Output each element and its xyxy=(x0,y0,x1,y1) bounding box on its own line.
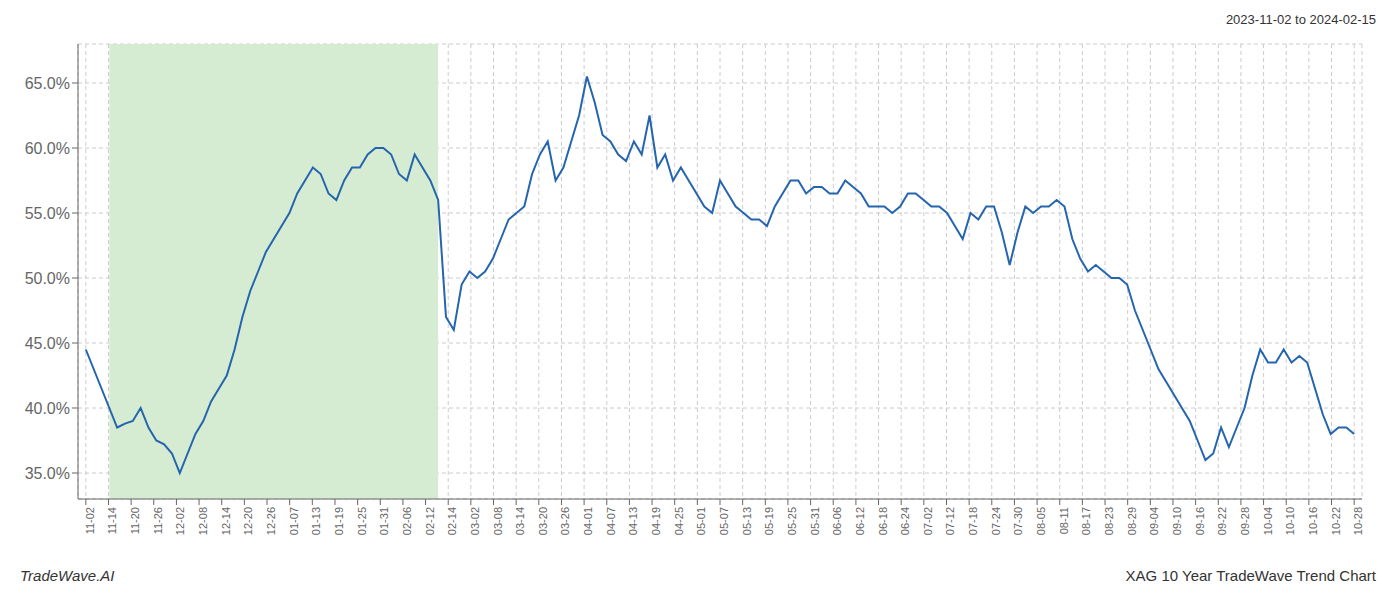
svg-text:04-01: 04-01 xyxy=(582,507,594,535)
svg-text:06-06: 06-06 xyxy=(831,507,843,535)
svg-text:02-14: 02-14 xyxy=(446,507,458,535)
svg-text:09-10: 09-10 xyxy=(1171,507,1183,535)
svg-text:12-02: 12-02 xyxy=(174,507,186,535)
svg-text:05-25: 05-25 xyxy=(786,507,798,535)
svg-text:11-14: 11-14 xyxy=(106,507,118,534)
svg-text:05-19: 05-19 xyxy=(763,507,775,535)
svg-text:04-13: 04-13 xyxy=(627,507,639,535)
svg-text:08-17: 08-17 xyxy=(1080,507,1092,535)
svg-text:01-07: 01-07 xyxy=(288,507,300,535)
svg-text:06-12: 06-12 xyxy=(854,507,866,535)
svg-text:45.0%: 45.0% xyxy=(25,335,70,352)
svg-text:12-14: 12-14 xyxy=(220,507,232,535)
html-text:2023-11-02 to 2024-02-15: 2023-11-02 to 2024-02-15 xyxy=(1225,12,1376,27)
svg-text:05-07: 05-07 xyxy=(718,507,730,535)
svg-text:07-12: 07-12 xyxy=(944,507,956,535)
svg-text:07-30: 07-30 xyxy=(1012,507,1024,535)
svg-text:07-24: 07-24 xyxy=(990,507,1002,535)
svg-text:40.0%: 40.0% xyxy=(25,400,70,417)
svg-text:09-28: 09-28 xyxy=(1239,507,1251,535)
svg-text:03-02: 03-02 xyxy=(469,507,481,535)
svg-text:35.0%: 35.0% xyxy=(25,465,70,482)
svg-text:01-25: 01-25 xyxy=(356,507,368,535)
svg-text:09-22: 09-22 xyxy=(1216,507,1228,535)
svg-text:03-14: 03-14 xyxy=(514,507,526,535)
svg-text:02-06: 02-06 xyxy=(401,507,413,535)
svg-text:10-16: 10-16 xyxy=(1307,507,1319,535)
svg-text:07-18: 07-18 xyxy=(967,507,979,535)
svg-text:03-26: 03-26 xyxy=(559,507,571,535)
html-text:TradeWave.AI: TradeWave.AI xyxy=(20,567,115,584)
svg-text:55.0%: 55.0% xyxy=(25,205,70,222)
svg-text:12-26: 12-26 xyxy=(265,507,277,535)
svg-text:60.0%: 60.0% xyxy=(25,140,70,157)
html-text:XAG 10 Year TradeWave Trend Ch: XAG 10 Year TradeWave Trend Chart xyxy=(1125,567,1376,584)
svg-text:50.0%: 50.0% xyxy=(25,270,70,287)
svg-text:08-11: 08-11 xyxy=(1058,507,1070,534)
svg-text:09-04: 09-04 xyxy=(1148,507,1160,535)
svg-text:65.0%: 65.0% xyxy=(25,75,70,92)
svg-text:04-19: 04-19 xyxy=(650,507,662,535)
svg-text:08-29: 08-29 xyxy=(1126,507,1138,535)
svg-text:07-02: 07-02 xyxy=(922,507,934,535)
svg-text:10-04: 10-04 xyxy=(1262,507,1274,535)
svg-text:08-23: 08-23 xyxy=(1103,507,1115,535)
svg-text:05-13: 05-13 xyxy=(741,507,753,535)
svg-text:05-01: 05-01 xyxy=(695,507,707,535)
svg-text:01-13: 01-13 xyxy=(310,507,322,535)
svg-text:08-05: 08-05 xyxy=(1035,507,1047,535)
svg-text:11-20: 11-20 xyxy=(129,507,141,534)
svg-text:10-10: 10-10 xyxy=(1284,507,1296,535)
svg-text:10-28: 10-28 xyxy=(1352,507,1364,535)
svg-text:12-08: 12-08 xyxy=(197,507,209,535)
svg-text:01-31: 01-31 xyxy=(378,507,390,535)
svg-text:03-08: 03-08 xyxy=(492,507,504,535)
svg-text:01-19: 01-19 xyxy=(333,507,345,535)
svg-text:11-02: 11-02 xyxy=(84,507,96,534)
svg-text:03-20: 03-20 xyxy=(537,507,549,535)
svg-text:02-12: 02-12 xyxy=(424,507,436,535)
svg-text:04-25: 04-25 xyxy=(673,507,685,535)
svg-text:10-22: 10-22 xyxy=(1330,507,1342,535)
svg-text:06-18: 06-18 xyxy=(877,507,889,535)
svg-text:05-31: 05-31 xyxy=(809,507,821,535)
svg-text:06-24: 06-24 xyxy=(899,507,911,535)
svg-text:04-07: 04-07 xyxy=(605,507,617,535)
svg-text:11-26: 11-26 xyxy=(152,507,164,534)
svg-text:12-20: 12-20 xyxy=(242,507,254,535)
svg-text:09-16: 09-16 xyxy=(1194,507,1206,535)
